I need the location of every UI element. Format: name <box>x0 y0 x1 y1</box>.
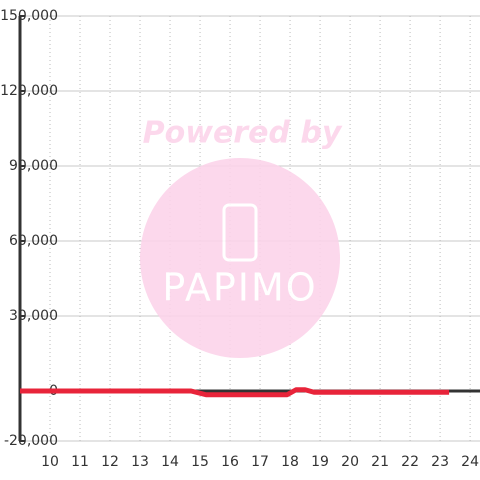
x-tick-label: 18 <box>281 454 299 470</box>
y-tick-label: 90,000 <box>9 158 58 174</box>
y-tick-label: 150,000 <box>0 8 58 24</box>
x-tick-label: 16 <box>221 454 239 470</box>
x-tick-label: 13 <box>131 454 149 470</box>
x-tick-label: 14 <box>161 454 179 470</box>
line <box>20 387 450 398</box>
watermark-text: Powered by <box>143 116 343 151</box>
x-tick-label: 21 <box>371 454 389 470</box>
x-tick-label: 10 <box>41 454 59 470</box>
y-tick-label: -20,000 <box>4 433 58 449</box>
y-tick-label: 120,000 <box>0 83 58 99</box>
watermark-circle <box>140 158 340 358</box>
x-tick-label: 20 <box>341 454 359 470</box>
x-tick-label: 23 <box>431 454 449 470</box>
x-tick-label: 22 <box>401 454 419 470</box>
watermark-icon <box>222 203 258 262</box>
y-tick-label: 60,000 <box>9 233 58 249</box>
x-tick-label: 17 <box>251 454 269 470</box>
x-tick-label: 24 <box>461 454 479 470</box>
x-tick-label: 15 <box>191 454 209 470</box>
x-tick-label: 11 <box>71 454 89 470</box>
y-tick-label: 30,000 <box>9 308 58 324</box>
x-tick-label: 12 <box>101 454 119 470</box>
x-tick-label: 19 <box>311 454 329 470</box>
watermark-logo: PAPIMO <box>162 266 317 310</box>
watermark: PAPIMO Powered by <box>140 116 343 358</box>
